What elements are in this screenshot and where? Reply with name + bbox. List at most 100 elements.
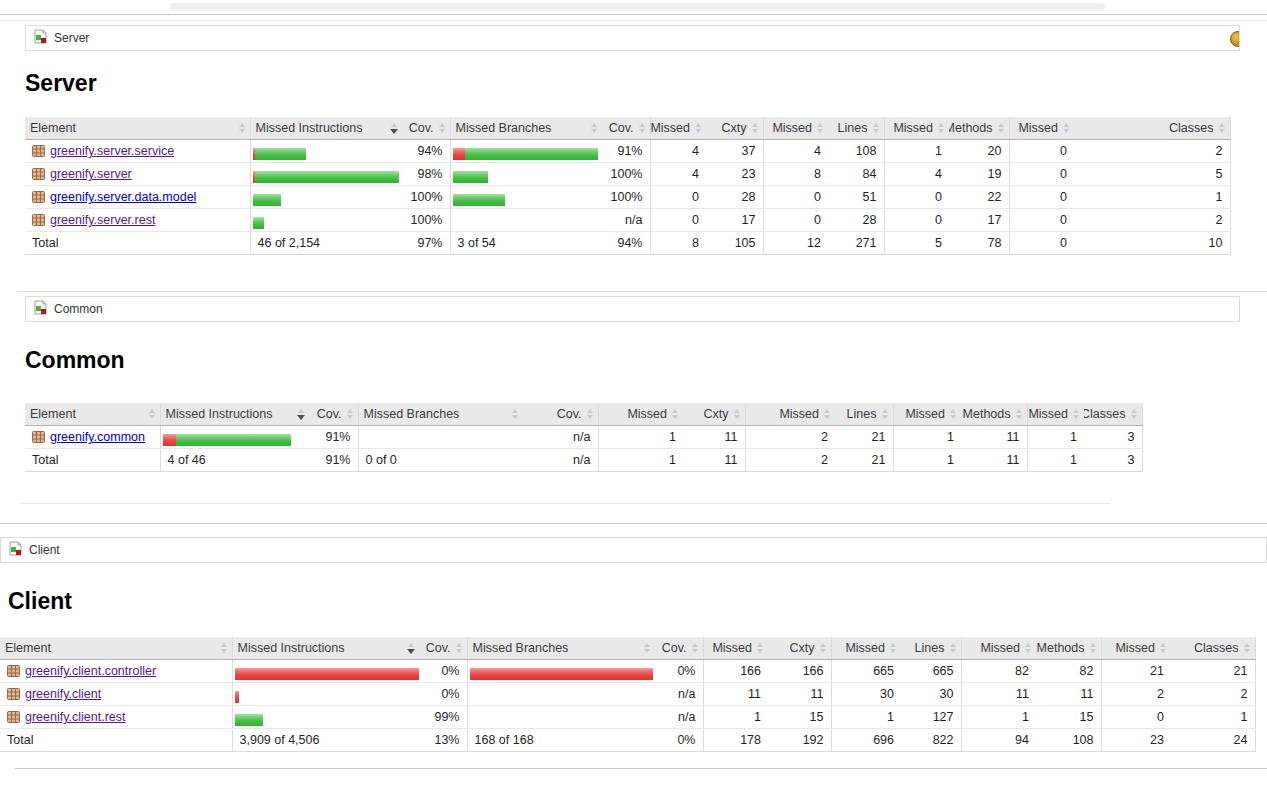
metric-cell: 51	[828, 186, 884, 209]
divider-client	[0, 523, 1267, 524]
column-label: Lines	[838, 117, 868, 139]
column-header-cov-[interactable]: Cov.	[655, 637, 703, 660]
package-link[interactable]: greenify.server	[50, 167, 132, 181]
column-header-cov-[interactable]: Cov.	[602, 117, 650, 140]
metric-cell: 17	[706, 209, 763, 232]
column-header-element[interactable]: Element	[25, 403, 160, 426]
metric-cell: 84	[828, 163, 884, 186]
package-link[interactable]: greenify.common	[50, 430, 145, 444]
total-instructions-cell: 46 of 2,154	[250, 232, 403, 255]
column-header-missed-branches[interactable]: Missed Branches	[467, 637, 655, 660]
column-header-missed-instructions[interactable]: Missed Instructions	[250, 117, 403, 140]
column-header-cov-[interactable]: Cov.	[420, 637, 467, 660]
total-metric-cell: 178	[703, 729, 768, 752]
metric-cell: 0	[650, 209, 706, 232]
column-header-missed[interactable]: Missed	[1101, 637, 1171, 660]
column-header-missed[interactable]: Missed	[1009, 117, 1074, 140]
column-header-missed[interactable]: Missed	[1027, 403, 1084, 426]
table-row: greenify.client0%n/a11113030111122	[0, 683, 1255, 706]
column-header-methods[interactable]: Methods	[1036, 637, 1101, 660]
package-icon	[7, 665, 20, 677]
column-header-missed[interactable]: Missed	[884, 117, 949, 140]
column-header-missed[interactable]: Missed	[650, 117, 706, 140]
column-header-methods[interactable]: Methods	[949, 117, 1009, 140]
package-link[interactable]: greenify.client	[25, 687, 101, 701]
sort-icon	[692, 643, 698, 653]
table-row: greenify.server.service94%91%43741081200…	[25, 140, 1230, 163]
metric-cell: 166	[703, 660, 768, 683]
page-title-client: Client	[8, 588, 1267, 615]
table-row: greenify.common91%n/a11122111113	[25, 426, 1142, 449]
total-metric-cell: 1	[893, 449, 961, 472]
sort-icon	[1219, 123, 1225, 133]
column-header-missed-branches[interactable]: Missed Branches	[450, 117, 602, 140]
total-metric-cell: 24	[1171, 729, 1255, 752]
column-header-classes[interactable]: Classes	[1074, 117, 1230, 140]
total-metric-cell: 2	[745, 449, 835, 472]
metric-cell: 4	[884, 163, 949, 186]
column-header-missed[interactable]: Missed	[703, 637, 768, 660]
page-title-server: Server	[25, 70, 1240, 97]
package-link[interactable]: greenify.client.controller	[25, 664, 156, 678]
total-metric-cell: 0	[1009, 232, 1074, 255]
element-cell: greenify.server.service	[25, 140, 250, 163]
covered-bar-segment	[255, 148, 306, 160]
column-header-missed-instructions[interactable]: Missed Instructions	[160, 403, 310, 426]
table-row: greenify.client.rest99%n/a115112711501	[0, 706, 1255, 729]
metric-cell: 15	[1036, 706, 1101, 729]
branches-bar	[467, 706, 655, 729]
package-link[interactable]: greenify.client.rest	[25, 710, 126, 724]
element-cell: greenify.client	[0, 683, 232, 706]
package-icon	[32, 168, 45, 180]
column-header-cxty[interactable]: Cxty	[683, 403, 745, 426]
missed-bar-segment	[235, 691, 239, 703]
column-header-missed-instructions[interactable]: Missed Instructions	[232, 637, 420, 660]
sort-icon	[1131, 409, 1137, 419]
column-header-lines[interactable]: Lines	[901, 637, 961, 660]
metric-cell: 21	[1171, 660, 1255, 683]
metric-cell: 30	[831, 683, 901, 706]
column-header-methods[interactable]: Methods	[961, 403, 1027, 426]
instructions-bar	[250, 209, 403, 232]
column-header-missed[interactable]: Missed	[745, 403, 835, 426]
package-link[interactable]: greenify.server.service	[50, 144, 174, 158]
metric-cell: 11	[961, 426, 1027, 449]
metric-cell: 665	[831, 660, 901, 683]
column-header-cxty[interactable]: Cxty	[706, 117, 763, 140]
column-label: Methods	[1037, 637, 1085, 659]
column-header-cxty[interactable]: Cxty	[768, 637, 831, 660]
column-header-element[interactable]: Element	[0, 637, 232, 660]
sort-icon	[938, 123, 944, 133]
package-icon	[32, 191, 45, 203]
metric-cell: 665	[901, 660, 961, 683]
column-header-missed[interactable]: Missed	[763, 117, 828, 140]
metric-cell: 11	[961, 683, 1036, 706]
report-group-icon	[8, 541, 23, 559]
package-link[interactable]: greenify.server.rest	[50, 213, 155, 227]
package-link[interactable]: greenify.server.data.model	[50, 190, 196, 204]
column-header-missed-branches[interactable]: Missed Branches	[358, 403, 523, 426]
breadcrumb: Common	[25, 296, 1240, 322]
metric-cell: 20	[949, 140, 1009, 163]
metric-cell: 8	[763, 163, 828, 186]
branches-bar	[450, 163, 602, 186]
column-header-cov-[interactable]: Cov.	[403, 117, 450, 140]
missed-bar-segment	[470, 668, 653, 680]
column-header-lines[interactable]: Lines	[835, 403, 893, 426]
column-header-missed[interactable]: Missed	[961, 637, 1036, 660]
column-header-classes[interactable]: Classes	[1171, 637, 1255, 660]
column-header-cov-[interactable]: Cov.	[523, 403, 598, 426]
column-header-missed[interactable]: Missed	[831, 637, 901, 660]
sort-desc-icon	[390, 123, 398, 134]
column-header-missed[interactable]: Missed	[893, 403, 961, 426]
branches-coverage-cell: n/a	[655, 706, 703, 729]
sort-icon	[639, 123, 645, 133]
column-header-element[interactable]: Element	[25, 117, 250, 140]
column-label: Classes	[1194, 637, 1238, 659]
column-header-missed[interactable]: Missed	[598, 403, 683, 426]
column-header-classes[interactable]: Classes	[1084, 403, 1142, 426]
total-instructions-coverage: 91%	[310, 449, 358, 472]
column-header-cov-[interactable]: Cov.	[310, 403, 358, 426]
column-header-lines[interactable]: Lines	[828, 117, 884, 140]
sessions-icon[interactable]	[1230, 31, 1240, 47]
